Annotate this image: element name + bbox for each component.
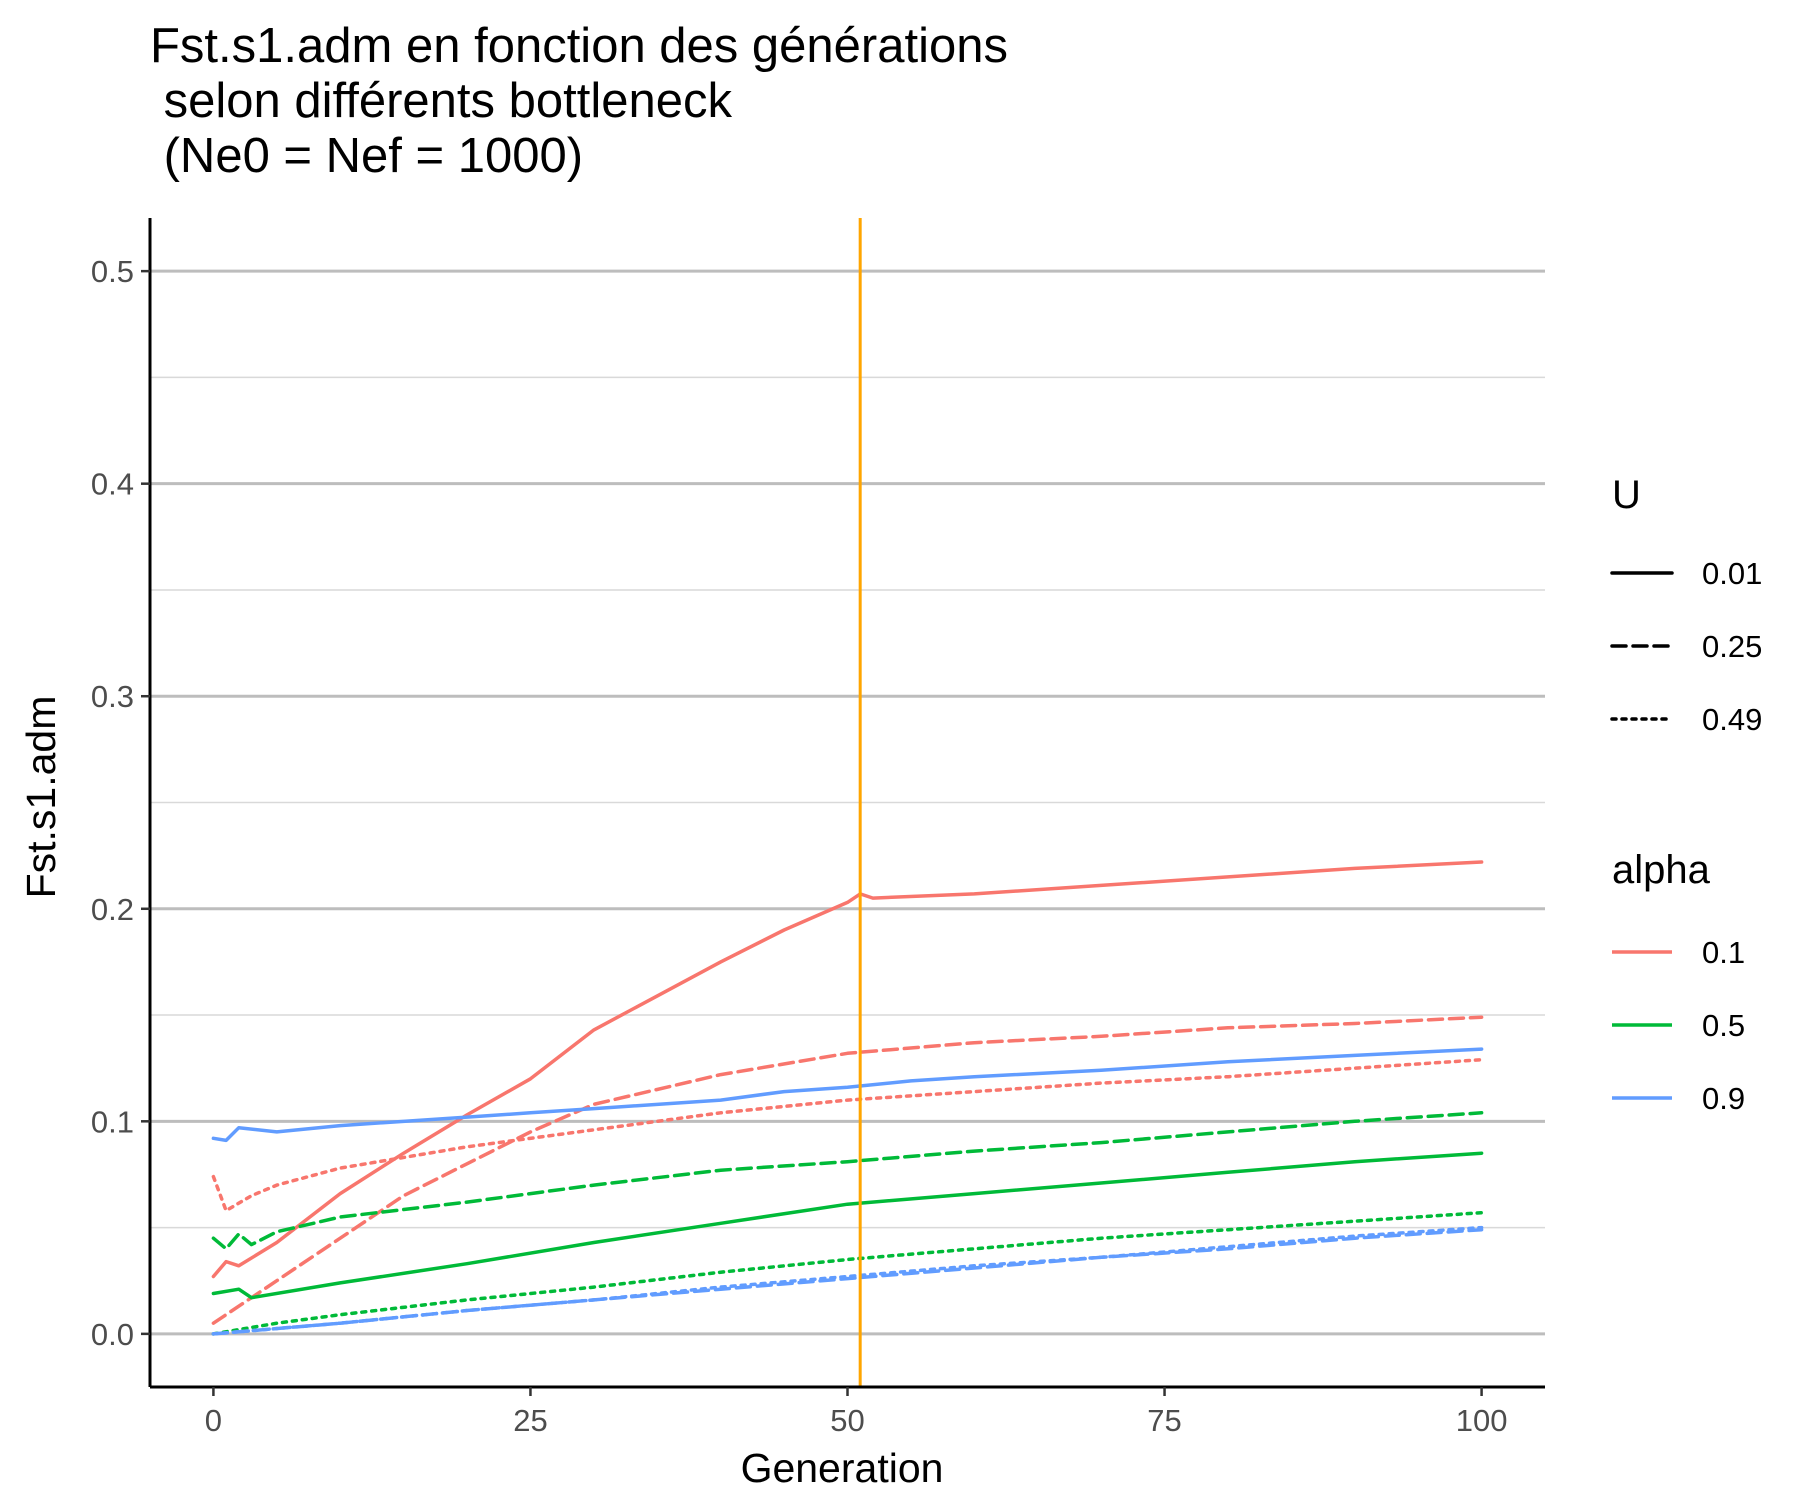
series-line-alpha-0.1-u-0.01 bbox=[211, 860, 1484, 1279]
legend: U 0.01 0.25 0.49 alpha 0.1 0.5 0.9 bbox=[1610, 473, 1762, 1116]
x-axis-title: Generation bbox=[741, 1445, 944, 1491]
y-tick-label: 0.4 bbox=[91, 467, 134, 502]
series-line-alpha-0.1-u-0.25 bbox=[211, 1015, 1484, 1325]
legend-label-u: 0.25 bbox=[1702, 629, 1762, 664]
x-tick-label: 100 bbox=[1456, 1403, 1508, 1438]
legend-label-alpha: 0.9 bbox=[1702, 1081, 1745, 1116]
series-line-alpha-0.1-u-0.49 bbox=[211, 1057, 1484, 1213]
chart-title: Fst.s1.adm en fonction des générations s… bbox=[150, 19, 1008, 183]
series-line-alpha-0.9-u-0.49 bbox=[211, 1225, 1484, 1336]
y-tick-label: 0.0 bbox=[91, 1317, 134, 1352]
title-line-3: (Ne0 = Nef = 1000) bbox=[150, 129, 583, 183]
legend-label-u: 0.01 bbox=[1702, 556, 1762, 591]
x-tick-label: 0 bbox=[205, 1403, 222, 1438]
y-tick-label: 0.5 bbox=[91, 254, 134, 289]
series-line-alpha-0.5-u-0.49 bbox=[211, 1210, 1484, 1336]
legend-title-alpha: alpha bbox=[1612, 848, 1711, 892]
legend-label-u: 0.49 bbox=[1702, 702, 1762, 737]
x-tick-label: 75 bbox=[1147, 1403, 1181, 1438]
y-tick-label: 0.2 bbox=[91, 892, 134, 927]
legend-title-u: U bbox=[1612, 473, 1641, 517]
series-line-alpha-0.5-u-0.25 bbox=[211, 1111, 1484, 1251]
tick-labels: 0 25 50 75 100 0.0 0.1 0.2 0.3 0.4 0.5 bbox=[91, 254, 1508, 1438]
legend-label-alpha: 0.5 bbox=[1702, 1008, 1745, 1043]
title-line-2: selon différents bottleneck bbox=[150, 74, 733, 128]
x-tick-label: 50 bbox=[830, 1403, 864, 1438]
grid-lines bbox=[150, 269, 1545, 1336]
title-line-1: Fst.s1.adm en fonction des générations bbox=[150, 19, 1008, 73]
x-tick-label: 25 bbox=[513, 1403, 547, 1438]
series-line-alpha-0.5-u-0.01 bbox=[211, 1151, 1484, 1300]
y-axis-title: Fst.s1.adm bbox=[18, 696, 64, 899]
y-tick-label: 0.1 bbox=[91, 1104, 134, 1139]
series-line-alpha-0.9-u-0.01 bbox=[211, 1047, 1484, 1143]
series-lines bbox=[211, 860, 1484, 1336]
y-tick-label: 0.3 bbox=[91, 679, 134, 714]
legend-label-alpha: 0.1 bbox=[1702, 935, 1745, 970]
